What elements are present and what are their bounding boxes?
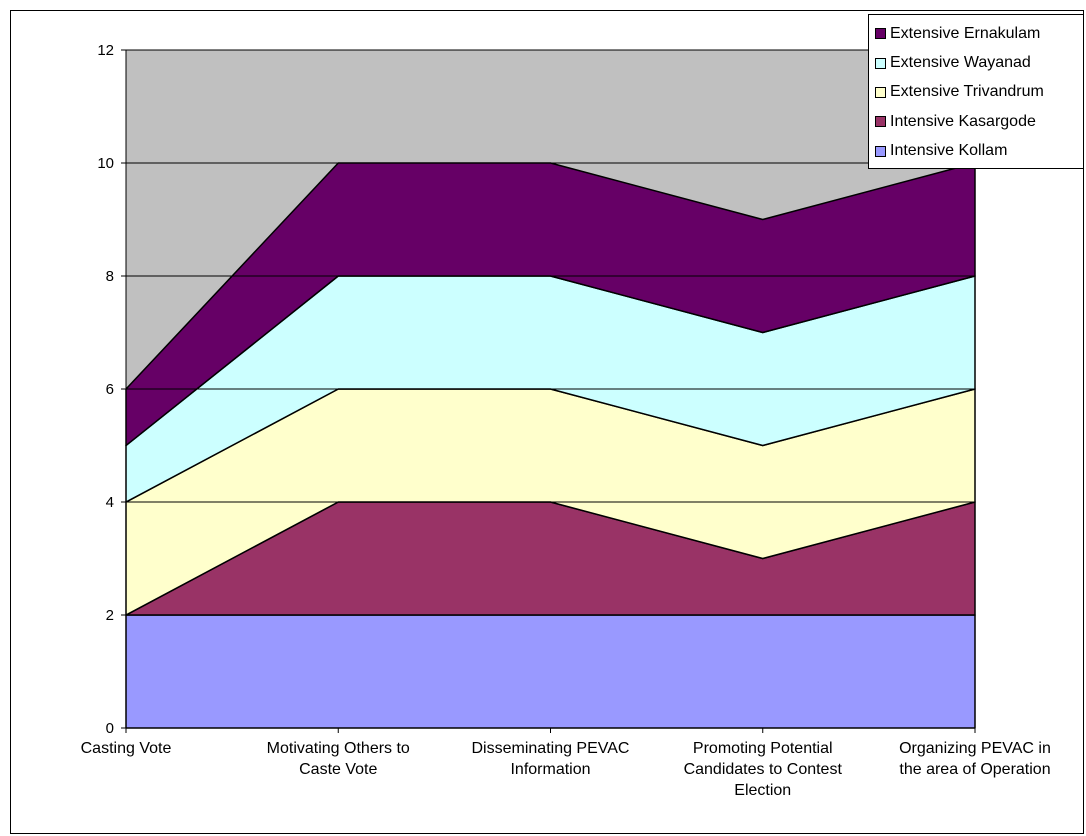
- x-tick-label-line: Casting Vote: [81, 740, 172, 757]
- y-tick-label: 8: [106, 268, 114, 285]
- x-tick-label-line: Motivating Others to: [267, 740, 410, 757]
- x-tick-label: Promoting Potential Candidates to Contest…: [684, 740, 843, 799]
- legend-label-kasargode: Intensive Kasargode: [890, 112, 1036, 130]
- x-tick-label: Disseminating PEVAC Information: [472, 740, 630, 778]
- y-tick-label: 2: [106, 607, 114, 624]
- x-tick-label: Organizing PEVAC in the area of Operation: [899, 740, 1051, 778]
- legend-item-trivandrum: Extensive Trivandrum: [875, 78, 1083, 107]
- legend-item-kasargode: Intensive Kasargode: [875, 107, 1083, 136]
- legend-label-trivandrum: Extensive Trivandrum: [890, 83, 1044, 101]
- legend-label-wayanad: Extensive Wayanad: [890, 54, 1031, 72]
- y-tick-label: 4: [106, 494, 114, 511]
- y-tick-label: 6: [106, 381, 114, 398]
- legend-swatch-kollam: [875, 145, 886, 157]
- legend-swatch-ernakulam: [875, 28, 886, 40]
- legend-swatch-trivandrum: [875, 86, 886, 98]
- chart-legend: Extensive Ernakulam Extensive Wayanad Ex…: [868, 14, 1084, 169]
- y-tick-label: 10: [97, 155, 114, 172]
- legend-label-kollam: Intensive Kollam: [890, 142, 1008, 160]
- x-tick-label-line: Information: [510, 761, 590, 778]
- x-tick-label-line: Promoting Potential: [693, 740, 833, 757]
- x-tick-label-line: Disseminating PEVAC: [472, 740, 630, 757]
- x-tick-label: Casting Vote: [81, 740, 172, 757]
- legend-swatch-kasargode: [875, 116, 886, 128]
- y-tick-label: 0: [106, 720, 114, 737]
- legend-swatch-wayanad: [875, 57, 886, 69]
- chart-frame: [10, 10, 1084, 834]
- y-tick-label: 12: [97, 42, 114, 59]
- x-tick-label-line: the area of Operation: [899, 761, 1050, 778]
- x-tick-label-line: Caste Vote: [299, 761, 377, 778]
- x-tick-label-line: Organizing PEVAC in: [899, 740, 1051, 757]
- legend-label-ernakulam: Extensive Ernakulam: [890, 24, 1041, 42]
- legend-item-wayanad: Extensive Wayanad: [875, 48, 1083, 77]
- legend-item-kollam: Intensive Kollam: [875, 137, 1083, 166]
- x-tick-label: Motivating Others to Caste Vote: [267, 740, 410, 778]
- legend-item-ernakulam: Extensive Ernakulam: [875, 19, 1083, 48]
- x-tick-label-line: Candidates to Contest: [684, 761, 843, 778]
- area-series-intensive-kollam: [125, 614, 976, 729]
- x-tick-label-line: Election: [734, 782, 791, 799]
